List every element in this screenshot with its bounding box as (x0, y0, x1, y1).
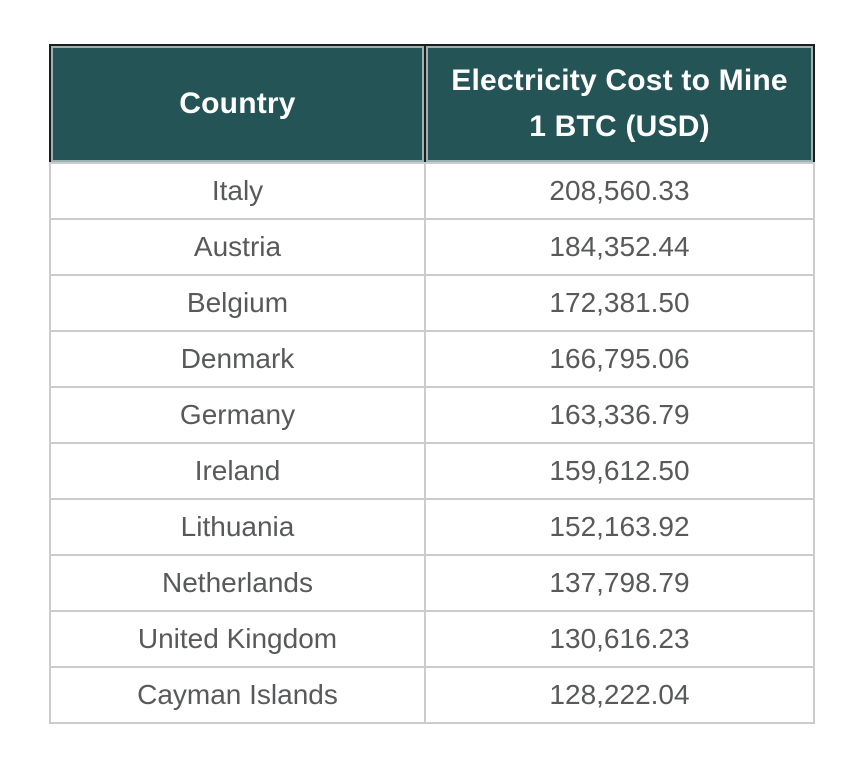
country-cell: Belgium (49, 274, 426, 332)
cost-cell: 163,336.79 (424, 386, 815, 444)
country-cell: Germany (49, 386, 426, 444)
table-row: Belgium 172,381.50 (49, 274, 815, 332)
cost-cell: 130,616.23 (424, 610, 815, 668)
table-row: Netherlands 137,798.79 (49, 554, 815, 612)
table-row: United Kingdom 130,616.23 (49, 610, 815, 668)
country-cell: Lithuania (49, 498, 426, 556)
country-cell: Italy (49, 162, 426, 220)
cost-cell: 137,798.79 (424, 554, 815, 612)
btc-mining-cost-table: Country Electricity Cost to Mine 1 BTC (… (49, 44, 815, 724)
table-row: Germany 163,336.79 (49, 386, 815, 444)
country-cell: Austria (49, 218, 426, 276)
column-header-cost: Electricity Cost to Mine 1 BTC (USD) (424, 44, 815, 164)
table-row: Cayman Islands 128,222.04 (49, 666, 815, 724)
country-cell: Cayman Islands (49, 666, 426, 724)
country-cell: Netherlands (49, 554, 426, 612)
table-row: Italy 208,560.33 (49, 162, 815, 220)
cost-cell: 172,381.50 (424, 274, 815, 332)
cost-cell: 128,222.04 (424, 666, 815, 724)
cost-cell: 159,612.50 (424, 442, 815, 500)
table-row: Ireland 159,612.50 (49, 442, 815, 500)
country-cell: United Kingdom (49, 610, 426, 668)
header-row: Country Electricity Cost to Mine 1 BTC (… (49, 44, 815, 164)
country-cell: Ireland (49, 442, 426, 500)
table-row: Austria 184,352.44 (49, 218, 815, 276)
column-header-country: Country (49, 44, 426, 164)
cost-cell: 166,795.06 (424, 330, 815, 388)
table-row: Denmark 166,795.06 (49, 330, 815, 388)
cost-cell: 208,560.33 (424, 162, 815, 220)
cost-cell: 184,352.44 (424, 218, 815, 276)
country-cell: Denmark (49, 330, 426, 388)
cost-cell: 152,163.92 (424, 498, 815, 556)
table-row: Lithuania 152,163.92 (49, 498, 815, 556)
